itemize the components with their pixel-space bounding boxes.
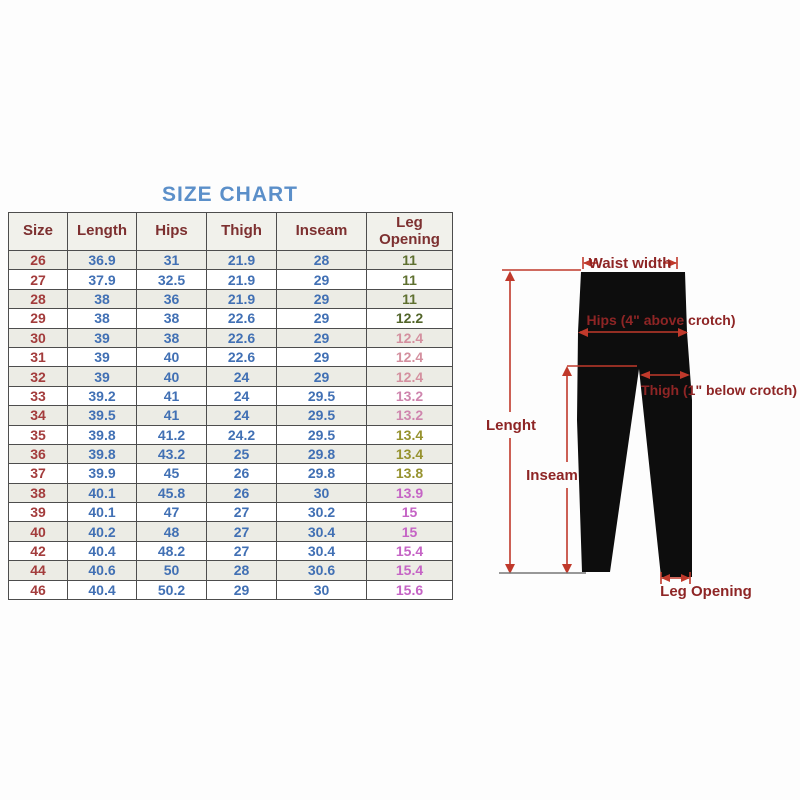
column-header-leg-opening: Leg Opening xyxy=(366,212,453,251)
table-row: 37 39.9 45 26 29.8 13.8 xyxy=(8,463,453,484)
leg-opening-cell: 13.2 xyxy=(366,385,453,407)
table-body: 26 36.9 31 21.9 28 11 27 37.9 32.5 21.9 29 11 28 38 36… xyxy=(8,249,453,601)
table-row: 32 39 40 24 29 12.4 xyxy=(8,366,453,387)
size-cell: 46 xyxy=(8,579,68,601)
hips-label: Hips (4" above crotch) xyxy=(586,312,735,328)
inseam-cell: 29.8 xyxy=(276,463,367,484)
hips-cell: 47 xyxy=(136,502,207,523)
length-cell: 38 xyxy=(67,288,137,310)
size-chart-table: Size Length Hips Thigh Inseam Leg Opening 26 3… xyxy=(8,212,453,601)
table-row: 26 36.9 31 21.9 28 11 xyxy=(8,249,453,271)
column-header-inseam: Inseam xyxy=(276,212,367,251)
size-cell: 26 xyxy=(8,249,68,271)
waist-arrowhead-right xyxy=(668,259,677,267)
leg-opening-arrowhead-left xyxy=(661,574,670,582)
size-cell: 28 xyxy=(8,288,68,310)
table-row: 42 40.4 48.2 27 30.4 15.4 xyxy=(8,540,453,562)
leg-opening-arrowhead-right xyxy=(681,574,690,582)
leg-opening-cell: 15.6 xyxy=(366,579,453,601)
table-row: 44 40.6 50 28 30.6 15.4 xyxy=(8,560,453,581)
size-cell: 33 xyxy=(8,385,68,407)
inseam-cell: 29.5 xyxy=(276,424,367,445)
inseam-arrowhead-down xyxy=(562,564,572,574)
length-label: Lenght xyxy=(486,417,536,434)
thigh-cell: 22.6 xyxy=(206,346,277,368)
inseam-cell: 30 xyxy=(276,579,367,601)
hips-cell: 45.8 xyxy=(136,482,207,504)
thigh-cell: 29 xyxy=(206,579,277,601)
length-cell: 40.2 xyxy=(67,521,137,542)
length-arrowhead-down xyxy=(505,564,515,574)
size-cell: 35 xyxy=(8,424,68,445)
waist-width-label: Waist width xyxy=(589,255,672,272)
table-row: 36 39.8 43.2 25 29.8 13.4 xyxy=(8,443,453,465)
header-row: Size Length Hips Thigh Inseam Leg Opening xyxy=(8,212,453,251)
hips-arrowhead-right xyxy=(678,328,688,337)
table-row: 28 38 36 21.9 29 11 xyxy=(8,288,453,310)
leg-opening-cell: 13.2 xyxy=(366,405,453,426)
table-row: 40 40.2 48 27 30.4 15 xyxy=(8,521,453,542)
table-row: 34 39.5 41 24 29.5 13.2 xyxy=(8,405,453,426)
table-row: 38 40.1 45.8 26 30 13.9 xyxy=(8,482,453,504)
table-row: 33 39.2 41 24 29.5 13.2 xyxy=(8,385,453,407)
inseam-arrowhead-up xyxy=(562,366,572,376)
length-cell: 39.8 xyxy=(67,424,137,445)
inseam-cell: 29 xyxy=(276,288,367,310)
thigh-arrowhead-right xyxy=(680,371,690,379)
page-title: SIZE CHART xyxy=(162,183,298,206)
column-header-thigh: Thigh xyxy=(206,212,277,251)
column-header-size: Size xyxy=(8,212,68,251)
length-arrowhead-up xyxy=(505,271,515,281)
waist-arrowhead-left xyxy=(583,259,592,267)
inseam-cell: 30.6 xyxy=(276,560,367,581)
inseam-label: Inseam xyxy=(526,467,578,484)
leg-opening-cell: 15 xyxy=(366,502,453,523)
table-row: 39 40.1 47 27 30.2 15 xyxy=(8,502,453,523)
column-header-hips: Hips xyxy=(136,212,207,251)
pants-silhouette xyxy=(577,272,692,577)
length-cell: 39.5 xyxy=(67,405,137,426)
hips-cell: 38 xyxy=(136,308,207,329)
leg-opening-label: Leg Opening xyxy=(660,583,752,600)
hips-cell: 48 xyxy=(136,521,207,542)
hips-cell: 48.2 xyxy=(136,540,207,562)
length-cell: 39 xyxy=(67,346,137,368)
thigh-arrowhead-left xyxy=(640,371,650,379)
thigh-label: Thigh (1" below crotch) xyxy=(641,382,797,398)
table-header: Size Length Hips Thigh Inseam Leg Opening xyxy=(8,212,453,251)
leg-opening-cell: 12.2 xyxy=(366,308,453,329)
table-row: 31 39 40 22.6 29 12.4 xyxy=(8,346,453,368)
table-row: 46 40.4 50.2 29 30 15.6 xyxy=(8,579,453,601)
length-cell: 39 xyxy=(67,327,137,348)
hips-arrowhead-left xyxy=(578,328,588,337)
length-cell: 36.9 xyxy=(67,249,137,271)
